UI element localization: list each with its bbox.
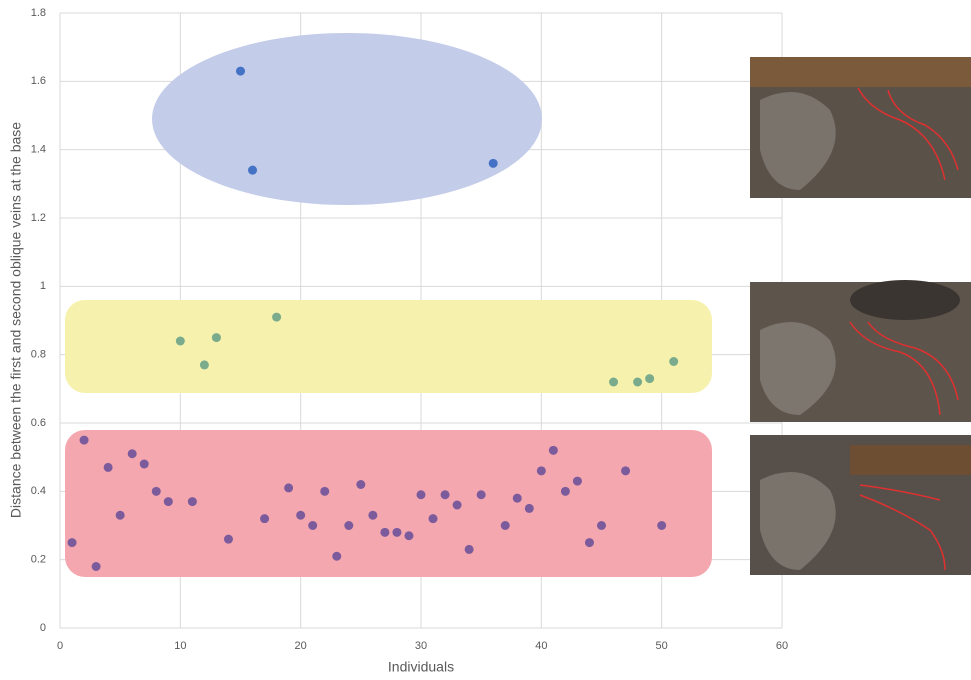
- y-tick-label: 1.4: [31, 144, 46, 156]
- point: [669, 357, 679, 366]
- x-tick-label: 0: [57, 640, 63, 652]
- y-tick-label: 0: [40, 622, 46, 634]
- point: [524, 503, 534, 513]
- x-tick-label: 40: [535, 640, 547, 652]
- point: [416, 490, 426, 500]
- point: [175, 336, 185, 346]
- x-tick-label: 50: [656, 640, 668, 652]
- point: [476, 490, 486, 500]
- y-axis-title: Distance between the first and second ob…: [8, 122, 24, 518]
- point: [139, 459, 149, 469]
- point: [308, 521, 318, 530]
- point: [572, 476, 582, 486]
- point: [452, 500, 462, 510]
- point: [127, 449, 137, 459]
- point: [260, 514, 270, 524]
- point: [560, 486, 570, 496]
- point: [536, 466, 546, 476]
- point: [103, 462, 113, 472]
- point: [248, 165, 258, 175]
- x-tick-label: 60: [776, 640, 788, 652]
- point: [512, 493, 522, 503]
- photo: [750, 280, 971, 422]
- point: [500, 521, 510, 530]
- point: [464, 544, 474, 554]
- y-tick-label: 1.6: [31, 75, 46, 87]
- point: [284, 483, 294, 493]
- point: [296, 510, 306, 520]
- point: [392, 527, 402, 537]
- point: [609, 377, 619, 387]
- y-tick-label: 0.6: [31, 417, 46, 429]
- point: [380, 527, 390, 537]
- wing-photos: [750, 57, 971, 575]
- point: [91, 562, 101, 571]
- point: [404, 531, 414, 541]
- point: [332, 551, 342, 561]
- point: [548, 445, 558, 455]
- point: [236, 66, 245, 76]
- point: [645, 374, 655, 384]
- point: [79, 435, 89, 445]
- photo: [750, 435, 971, 575]
- y-tick-label: 0.2: [31, 554, 46, 566]
- point: [621, 466, 631, 476]
- photo: [750, 57, 971, 198]
- highlight-regions: [65, 33, 712, 577]
- point: [67, 538, 77, 548]
- point: [584, 538, 594, 548]
- x-tick-label: 30: [415, 640, 427, 652]
- point: [368, 510, 378, 520]
- point: [633, 377, 643, 387]
- y-tick-label: 1.2: [31, 212, 46, 224]
- point: [320, 486, 330, 496]
- y-tick-label: 0.4: [31, 485, 46, 497]
- point: [344, 521, 354, 530]
- point: [223, 534, 233, 544]
- point: [115, 510, 125, 520]
- highlight-ellipse: [152, 33, 542, 205]
- point: [356, 480, 366, 489]
- x-axis-title: Individuals: [388, 659, 454, 675]
- point: [657, 521, 667, 530]
- point: [151, 486, 161, 496]
- x-tick-label: 10: [174, 640, 186, 652]
- y-tick-label: 0.8: [31, 349, 46, 361]
- highlight-band: [65, 300, 712, 393]
- y-tick-label: 1.8: [31, 7, 46, 19]
- point: [199, 360, 209, 370]
- point: [211, 333, 221, 343]
- point: [597, 521, 606, 530]
- y-tick-label: 1: [40, 280, 46, 292]
- point: [440, 490, 450, 500]
- highlight-band: [65, 430, 712, 577]
- x-tick-label: 20: [295, 640, 307, 652]
- point: [187, 497, 197, 507]
- point: [428, 514, 438, 524]
- point: [163, 497, 173, 507]
- point: [488, 158, 498, 168]
- point: [272, 312, 282, 322]
